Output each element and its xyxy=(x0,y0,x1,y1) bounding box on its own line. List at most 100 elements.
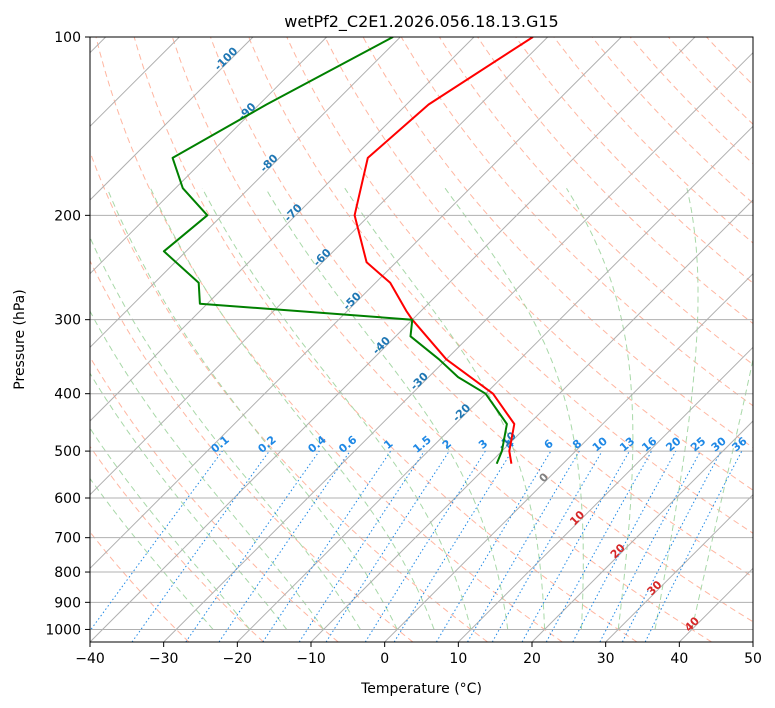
moist-adiabat xyxy=(265,187,509,630)
y-tick-label: 800 xyxy=(54,565,81,581)
y-tick-label: 700 xyxy=(54,531,81,547)
dry-adiabat xyxy=(90,259,414,642)
dry-adiabat-label: -50 xyxy=(341,289,364,312)
mixing-ratio-line xyxy=(325,450,450,642)
y-tick-label: 100 xyxy=(54,30,81,46)
dry-adiabat-label: 40 xyxy=(682,614,702,634)
mixing-ratio-line xyxy=(467,450,580,642)
mixing-ratio-label: 0.6 xyxy=(336,433,360,456)
dry-adiabat xyxy=(133,37,638,642)
dry-adiabat xyxy=(171,37,712,642)
dry-adiabat xyxy=(477,37,753,325)
dry-adiabat xyxy=(90,445,264,642)
dry-adiabat xyxy=(324,37,753,491)
mixing-ratio-label: 8 xyxy=(570,437,584,452)
isotherm xyxy=(163,51,753,642)
dewpoint-profile xyxy=(162,37,508,465)
isotherm xyxy=(678,567,753,642)
mixing-ratio-line xyxy=(218,450,351,642)
isotherm xyxy=(384,272,753,642)
moist-adiabat xyxy=(106,188,398,630)
y-tick-label: 200 xyxy=(54,208,81,224)
moist-adiabat xyxy=(566,187,634,630)
x-tick-label: 10 xyxy=(449,651,467,667)
mixing-ratio-label: 6 xyxy=(542,437,556,452)
isotherm xyxy=(531,420,753,642)
isotherm xyxy=(90,37,328,275)
y-axis-label: Pressure (hPa) xyxy=(12,289,28,389)
dry-adiabat xyxy=(95,37,563,642)
isotherm xyxy=(90,37,475,422)
dry-adiabat xyxy=(553,37,753,244)
mixing-ratio-label: 3 xyxy=(476,437,490,452)
dry-adiabat-label: -80 xyxy=(257,151,280,174)
dry-adiabat-label: -100 xyxy=(212,44,241,73)
mixing-ratio-line xyxy=(491,450,603,642)
dry-adiabat-label: -60 xyxy=(311,246,334,269)
axes: −40 −30 −20 −10 0 10 20 30 40 5010020030040050060… xyxy=(45,30,762,667)
dry-adiabat xyxy=(90,531,190,642)
dry-adiabat-label: -10 xyxy=(496,429,519,452)
mixing-ratio-line xyxy=(521,450,630,642)
mixing-ratio-line xyxy=(364,450,486,642)
x-tick-label: 30 xyxy=(597,651,615,667)
moist-adiabat xyxy=(90,236,361,630)
y-tick-label: 300 xyxy=(54,313,81,329)
mixing-ratio-line xyxy=(131,450,270,642)
moist-adiabat xyxy=(90,427,251,630)
moist-adiabat xyxy=(90,372,288,630)
isotherm xyxy=(605,493,753,642)
x-axis-label: Temperature (°C) xyxy=(360,681,482,697)
mixing-ratio-label: 2 xyxy=(440,437,454,452)
moist-adiabat xyxy=(444,187,584,630)
dry-adiabat-label: -40 xyxy=(370,334,393,357)
x-tick-label: 0 xyxy=(380,651,389,667)
dry-adiabat-label: 30 xyxy=(645,578,665,598)
x-tick-label: −40 xyxy=(75,651,105,667)
dry-adiabat-label: 10 xyxy=(567,508,587,528)
moist-adiabat xyxy=(150,187,435,630)
isotherm xyxy=(752,641,753,642)
isotherm xyxy=(90,37,254,201)
dry-adiabat xyxy=(90,356,339,642)
dry-adiabat xyxy=(90,150,488,642)
mixing-ratio-line xyxy=(393,450,513,642)
mixing-ratio-line xyxy=(185,450,320,642)
moist-adiabat xyxy=(691,357,753,630)
isotherm xyxy=(90,37,401,349)
mixing-ratio-line xyxy=(435,450,552,642)
y-tick-label: 1000 xyxy=(45,622,81,638)
x-tick-label: −30 xyxy=(149,651,179,667)
dry-adiabat xyxy=(210,37,753,623)
isotherm xyxy=(90,37,549,496)
x-tick-label: −20 xyxy=(223,651,253,667)
x-tick-label: 20 xyxy=(523,651,541,667)
dry-adiabat xyxy=(668,37,753,125)
x-tick-label: 40 xyxy=(670,651,688,667)
dry-adiabat-label: -30 xyxy=(408,370,431,393)
dry-adiabat xyxy=(591,37,753,204)
isotherm xyxy=(90,37,696,642)
isotherm xyxy=(236,125,753,642)
mixing-ratio-label: 0.1 xyxy=(209,433,232,455)
y-tick-label: 400 xyxy=(54,387,81,403)
dry-adiabat-label: 20 xyxy=(608,541,628,561)
plot-frame xyxy=(89,36,754,643)
isotherm xyxy=(310,199,753,642)
mixing-ratio-label: 0.4 xyxy=(305,433,329,456)
mixing-ratio-label: 1.5 xyxy=(411,433,434,455)
x-tick-label: 50 xyxy=(744,651,762,667)
y-tick-label: 500 xyxy=(54,444,81,460)
chart-title: wetPf2_C2E1.2026.056.18.13.G15 xyxy=(284,12,558,32)
plot-area: 0.1 0.2 0.4 0.6 1 1.5 2 3 4 6 8 10 13 16 20 25 30 36-100-… xyxy=(90,37,753,642)
dry-adiabat xyxy=(248,37,753,578)
y-tick-label: 600 xyxy=(54,491,81,507)
mixing-ratio-line xyxy=(572,450,677,642)
dry-adiabat xyxy=(706,37,753,86)
isotherm xyxy=(90,37,622,570)
mixing-ratio-line xyxy=(262,450,392,642)
mixing-ratio-line xyxy=(90,450,223,632)
temperature-profile xyxy=(353,37,534,464)
dry-adiabat-label: -20 xyxy=(450,401,473,424)
